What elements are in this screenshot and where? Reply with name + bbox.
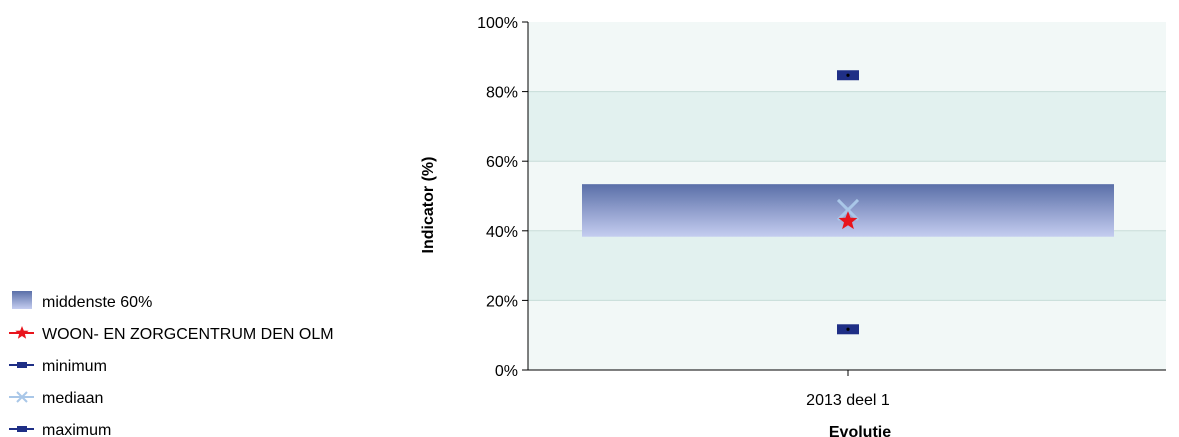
legend-label: maximum bbox=[42, 422, 111, 437]
facility-marker bbox=[838, 211, 858, 230]
plot-band bbox=[528, 230, 1166, 301]
plot-band bbox=[528, 91, 1166, 162]
axes bbox=[522, 21, 1166, 376]
legend-swatch-box bbox=[12, 291, 32, 309]
x-tick-label: 2013 deel 1 bbox=[806, 392, 890, 409]
legend-item-mediaan: mediaan bbox=[9, 390, 103, 407]
legend-item-box: middenste 60% bbox=[12, 291, 152, 311]
tick-labels: 0% 20% 40% 60% 80% 100% 2013 deel 1 bbox=[477, 15, 890, 409]
y-tick-label: 100% bbox=[477, 15, 518, 32]
plot-band bbox=[528, 300, 1166, 370]
legend-label: middenste 60% bbox=[42, 294, 152, 311]
legend-label: WOON- EN ZORGCENTRUM DEN OLM bbox=[42, 326, 334, 343]
legend-label: mediaan bbox=[42, 390, 103, 407]
legend-item-maximum: maximum bbox=[9, 422, 111, 437]
y-tick-label: 0% bbox=[495, 363, 518, 380]
legend-item-minimum: minimum bbox=[9, 358, 107, 375]
minimum-marker-dot bbox=[846, 327, 850, 331]
mediaan-stroke bbox=[836, 198, 860, 221]
plot-band bbox=[528, 22, 1166, 92]
y-axis-title: Indicator (%) bbox=[420, 157, 437, 254]
y-tick-label: 40% bbox=[486, 224, 518, 241]
legend-item-facility: WOON- EN ZORGCENTRUM DEN OLM bbox=[9, 326, 334, 343]
legend-rect-icon bbox=[17, 426, 27, 432]
legend-rect-icon bbox=[17, 362, 27, 368]
y-tick-label: 60% bbox=[486, 154, 518, 171]
minimum-marker bbox=[837, 324, 859, 335]
chart-marks bbox=[582, 70, 1114, 335]
legend-x-icon bbox=[16, 391, 28, 403]
maximum-marker bbox=[837, 70, 859, 81]
y-tick-label: 20% bbox=[486, 293, 518, 310]
legend-label: minimum bbox=[42, 358, 107, 375]
maximum-marker-dot bbox=[846, 73, 850, 77]
y-tick-label: 80% bbox=[486, 85, 518, 102]
legend: middenste 60% WOON- EN ZORGCENTRUM DEN OL… bbox=[9, 291, 334, 437]
x-axis-title: Evolutie bbox=[829, 424, 891, 437]
mediaan-marker bbox=[836, 198, 860, 221]
legend-star-icon bbox=[15, 326, 29, 339]
